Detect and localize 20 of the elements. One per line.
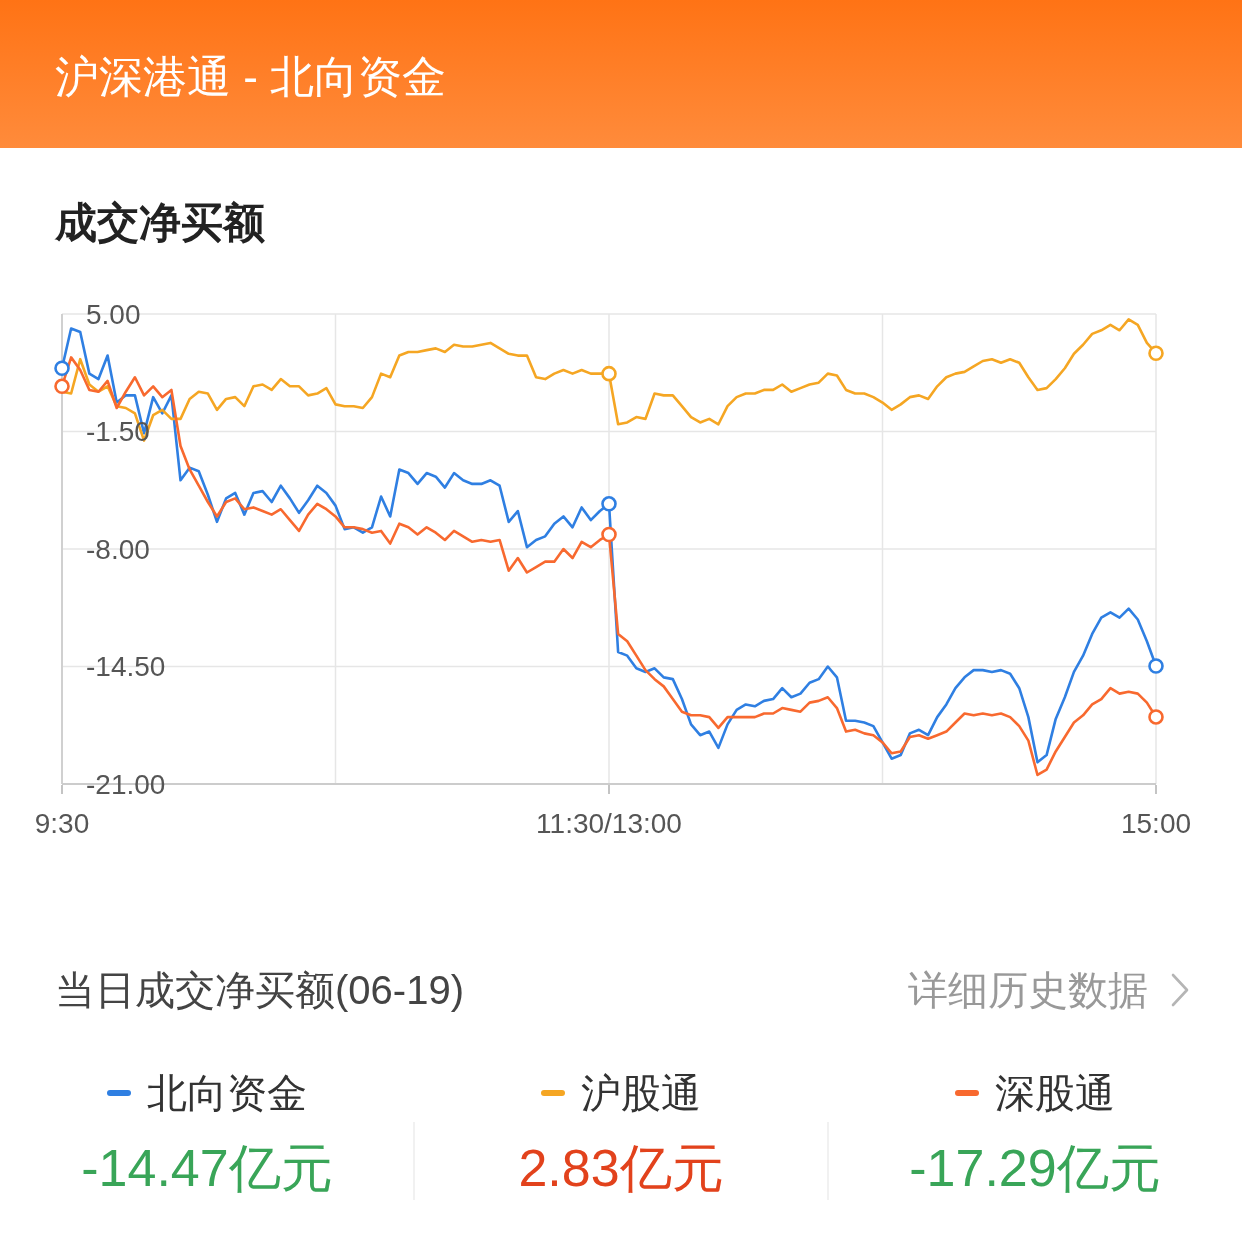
annotation: -17.29亿元	[909, 1139, 1161, 1197]
x-tick-label: 9:30	[34, 807, 90, 839]
y-tick-label: -21.00	[86, 768, 166, 800]
legend-item: 北向资金	[107, 1071, 307, 1115]
subtitle: 成交净买额	[55, 198, 265, 246]
legend-label: 北向资金	[147, 1071, 307, 1115]
y-tick-label: 5.00	[86, 298, 141, 330]
annotation: 2.83亿元	[518, 1139, 724, 1197]
x-tick-label: 15:00	[1120, 807, 1192, 839]
annotation: 详细历史数据	[908, 968, 1148, 1012]
title: 沪深港通 - 北向资金	[55, 51, 447, 101]
x-tick-label: 11:30/13:00	[536, 807, 682, 839]
annotation: 当日成交净买额(06-19)	[55, 968, 464, 1012]
legend-item: 深股通	[955, 1071, 1115, 1115]
annotation: -14.47亿元	[81, 1139, 333, 1197]
y-tick-label: -14.50	[86, 651, 166, 682]
y-tick-label: -8.00	[86, 533, 150, 565]
legend-label: 沪股通	[581, 1071, 701, 1115]
legend-label: 深股通	[995, 1071, 1115, 1115]
legend-item: 沪股通	[541, 1071, 701, 1115]
